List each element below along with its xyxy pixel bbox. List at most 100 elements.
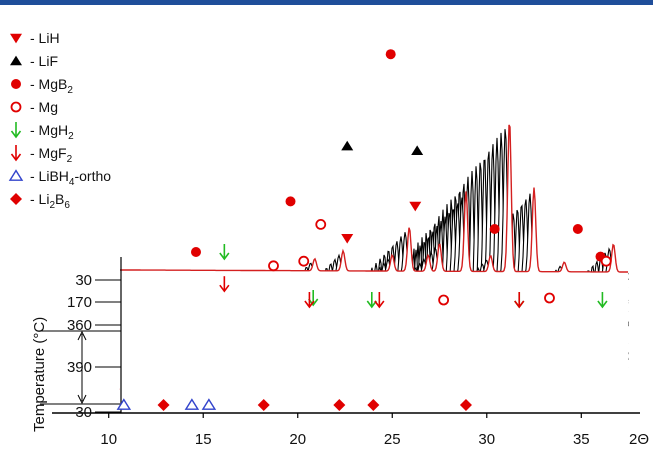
marker-mgf2 xyxy=(514,292,525,309)
marker-lih xyxy=(409,201,422,212)
marker-mgb2-shape xyxy=(572,224,583,234)
trace-top-30C xyxy=(120,124,628,273)
top-accent-bar xyxy=(0,0,653,5)
legend-subscript: 2 xyxy=(68,131,74,142)
marker-mgf2 xyxy=(304,292,315,309)
legend-subscript: 4 xyxy=(69,177,75,188)
bottom-marker-li2b6 xyxy=(157,399,170,411)
legend-text: - LiBH xyxy=(30,168,69,184)
legend-text: - Mg xyxy=(30,99,58,115)
marker-mg xyxy=(600,255,612,267)
bottom-marker-libh4 xyxy=(184,398,200,410)
marker-mg-shape xyxy=(268,260,279,272)
legend-subscript: 2 xyxy=(49,200,55,211)
y-axis-label: Temperature (°C) xyxy=(31,317,48,432)
legend-marker-mgf2 xyxy=(10,145,22,162)
marker-mgh2-head xyxy=(597,300,608,309)
legend-marker-mgb2-shape xyxy=(11,79,21,89)
x-tick-label: 25 xyxy=(384,431,401,448)
marker-mgb2-shape xyxy=(489,224,500,234)
x-tick-label: 35 xyxy=(573,431,590,448)
marker-mg xyxy=(298,255,310,267)
x-tick-label: 30 xyxy=(478,431,495,448)
marker-mgb2-shape xyxy=(285,196,296,207)
temperature-tick-label: 170 xyxy=(67,294,92,311)
bottom-marker-libh4-shape xyxy=(116,398,132,410)
marker-mgh2 xyxy=(366,292,377,309)
legend-label-libh4: - LiBH4-ortho xyxy=(30,168,111,188)
legend-label-mgf2: - MgF2 xyxy=(30,145,73,165)
marker-lih xyxy=(341,234,354,244)
legend-marker-mg xyxy=(10,101,22,113)
marker-mgf2-head xyxy=(219,284,230,293)
legend-text: - LiH xyxy=(30,30,60,46)
legend-text: -ortho xyxy=(74,168,111,184)
bottom-marker-li2b6-shape xyxy=(157,399,170,411)
legend-marker-lih-shape xyxy=(10,33,22,44)
legend-marker-lih xyxy=(10,33,22,44)
trace-line xyxy=(120,144,629,289)
legend-label-li2b6: - Li2B6 xyxy=(30,191,70,211)
bottom-marker-li2b6 xyxy=(459,399,472,411)
marker-mg xyxy=(315,218,327,230)
legend-marker-li2b6-shape xyxy=(10,193,22,205)
marker-mgb2 xyxy=(285,196,296,207)
x-axis-label: 2Θ xyxy=(629,431,649,448)
temperature-tick-label: 360 xyxy=(67,317,92,334)
marker-mgf2-head xyxy=(304,300,315,309)
trace-line xyxy=(120,132,629,281)
bottom-marker-li2b6 xyxy=(367,399,380,411)
marker-mgh2-head xyxy=(366,300,377,309)
legend-subscript: 2 xyxy=(67,154,73,165)
legend-subscript: 6 xyxy=(64,200,70,211)
marker-lih-shape xyxy=(341,234,354,244)
marker-mgb2 xyxy=(572,224,583,234)
legend-marker-mgb2 xyxy=(11,79,21,89)
marker-mgb2 xyxy=(385,49,396,60)
legend-marker-li2b6 xyxy=(10,193,22,205)
legend-label-lif: - LiF xyxy=(30,53,58,69)
legend-marker-libh4 xyxy=(8,169,24,181)
marker-mgf2-head xyxy=(514,300,525,309)
marker-mgb2-shape xyxy=(385,49,396,60)
legend-label-mg: - Mg xyxy=(30,99,58,115)
legend-marker-mg-shape xyxy=(10,101,22,113)
legend-marker-mgh2 xyxy=(10,122,22,139)
legend-text: - MgH xyxy=(30,122,68,138)
marker-lif-shape xyxy=(341,140,354,151)
temperature-tick-label: 30 xyxy=(75,404,92,421)
bottom-marker-li2b6 xyxy=(333,399,346,411)
temperature-tick-label: 30 xyxy=(75,272,92,289)
marker-mg-shape xyxy=(544,292,555,304)
marker-mgf2 xyxy=(374,292,385,309)
bottom-marker-libh4-shape xyxy=(184,398,200,410)
legend-text: - Li xyxy=(30,191,49,207)
legend-label-mgb2: - MgB2 xyxy=(30,76,73,96)
bottom-marker-li2b6-shape xyxy=(257,399,270,411)
marker-lih-shape xyxy=(409,201,422,212)
marker-mgb2 xyxy=(489,224,500,234)
temperature-tick-label: 390 xyxy=(67,359,92,376)
marker-mg-shape xyxy=(315,218,327,230)
bottom-marker-libh4 xyxy=(201,398,217,410)
marker-lif xyxy=(341,140,354,151)
marker-mgb2-shape xyxy=(190,247,201,257)
legend-text: - MgB xyxy=(30,76,67,92)
legend-marker-lif-shape xyxy=(10,55,22,66)
marker-mg-shape xyxy=(298,255,310,267)
legend-marker-mgh2-head xyxy=(10,130,22,139)
marker-mg xyxy=(268,260,279,272)
marker-mg xyxy=(544,292,555,304)
legend-marker-lif xyxy=(10,55,22,66)
marker-mg-shape xyxy=(438,294,450,306)
bottom-marker-li2b6-shape xyxy=(459,399,472,411)
bottom-marker-li2b6-shape xyxy=(367,399,380,411)
marker-lif xyxy=(411,145,424,155)
temperature-hold-arrowheads xyxy=(77,330,87,405)
marker-mgb2 xyxy=(190,247,201,257)
trace-top-fill xyxy=(120,124,628,406)
legend-subscript: 2 xyxy=(67,85,73,96)
legend-text: - MgF xyxy=(30,145,67,161)
marker-mgh2-head xyxy=(219,252,230,261)
